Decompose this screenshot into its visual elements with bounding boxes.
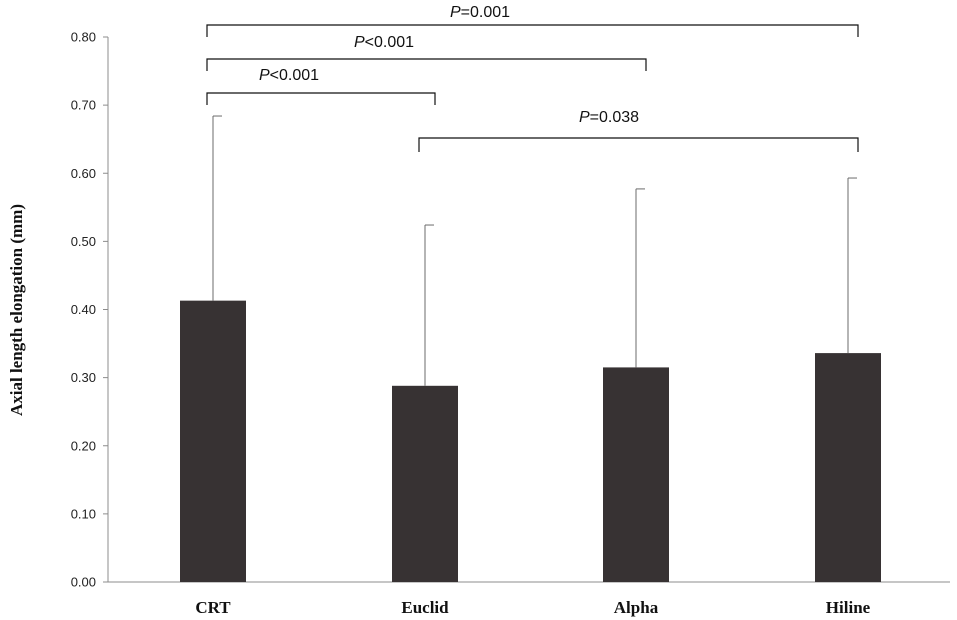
y-tick-label: 0.40 <box>71 302 96 317</box>
significance-bracket-crt-euclid: P<0.001 <box>206 67 436 105</box>
p-value: =0.001 <box>461 4 510 21</box>
p-symbol: P <box>259 67 270 84</box>
y-tick-label: 0.30 <box>71 370 96 385</box>
bar-euclid <box>392 385 458 582</box>
p-value: =0.038 <box>590 109 639 126</box>
bracket-line <box>206 92 436 105</box>
p-value-label: P<0.001 <box>354 34 414 51</box>
p-value-label: P=0.001 <box>450 4 510 21</box>
significance-bracket-crt-alpha: P<0.001 <box>206 34 647 71</box>
bar-crt <box>180 300 246 582</box>
x-tick-label: Alpha <box>614 598 659 617</box>
bracket-line <box>206 24 859 37</box>
x-tick-label: Hiline <box>826 598 871 617</box>
significance-bracket-euclid-hiline: P=0.038 <box>418 109 859 152</box>
bracket-line <box>418 137 859 152</box>
y-tick-label: 0.00 <box>71 575 96 590</box>
error-bars <box>212 115 857 386</box>
p-symbol: P <box>579 109 590 126</box>
x-tick-label: Euclid <box>401 598 449 617</box>
bracket-line <box>206 58 647 71</box>
p-value-label: P<0.001 <box>259 67 319 84</box>
x-tick-label: CRT <box>195 598 231 617</box>
bar-alpha <box>603 367 669 582</box>
bars <box>180 300 881 582</box>
axes: 0.00 0.10 0.20 0.30 0.40 0.50 0.60 0.70 0.80 CRT E… <box>71 30 950 617</box>
p-value: <0.001 <box>365 34 414 51</box>
y-tick-label: 0.70 <box>71 98 96 113</box>
p-symbol: P <box>450 4 461 21</box>
y-axis-title: Axial length elongation (mm) <box>7 204 26 416</box>
y-tick-label: 0.50 <box>71 234 96 249</box>
y-tick-label: 0.20 <box>71 438 96 453</box>
y-tick-label: 0.60 <box>71 166 96 181</box>
p-value: <0.001 <box>270 67 319 84</box>
p-value-label: P=0.038 <box>579 109 639 126</box>
y-tick-label: 0.80 <box>71 30 96 45</box>
y-tick-label: 0.10 <box>71 506 96 521</box>
bar-hiline <box>815 353 881 582</box>
significance-bracket-crt-hiline: P=0.001 <box>206 4 859 37</box>
p-symbol: P <box>354 34 365 51</box>
